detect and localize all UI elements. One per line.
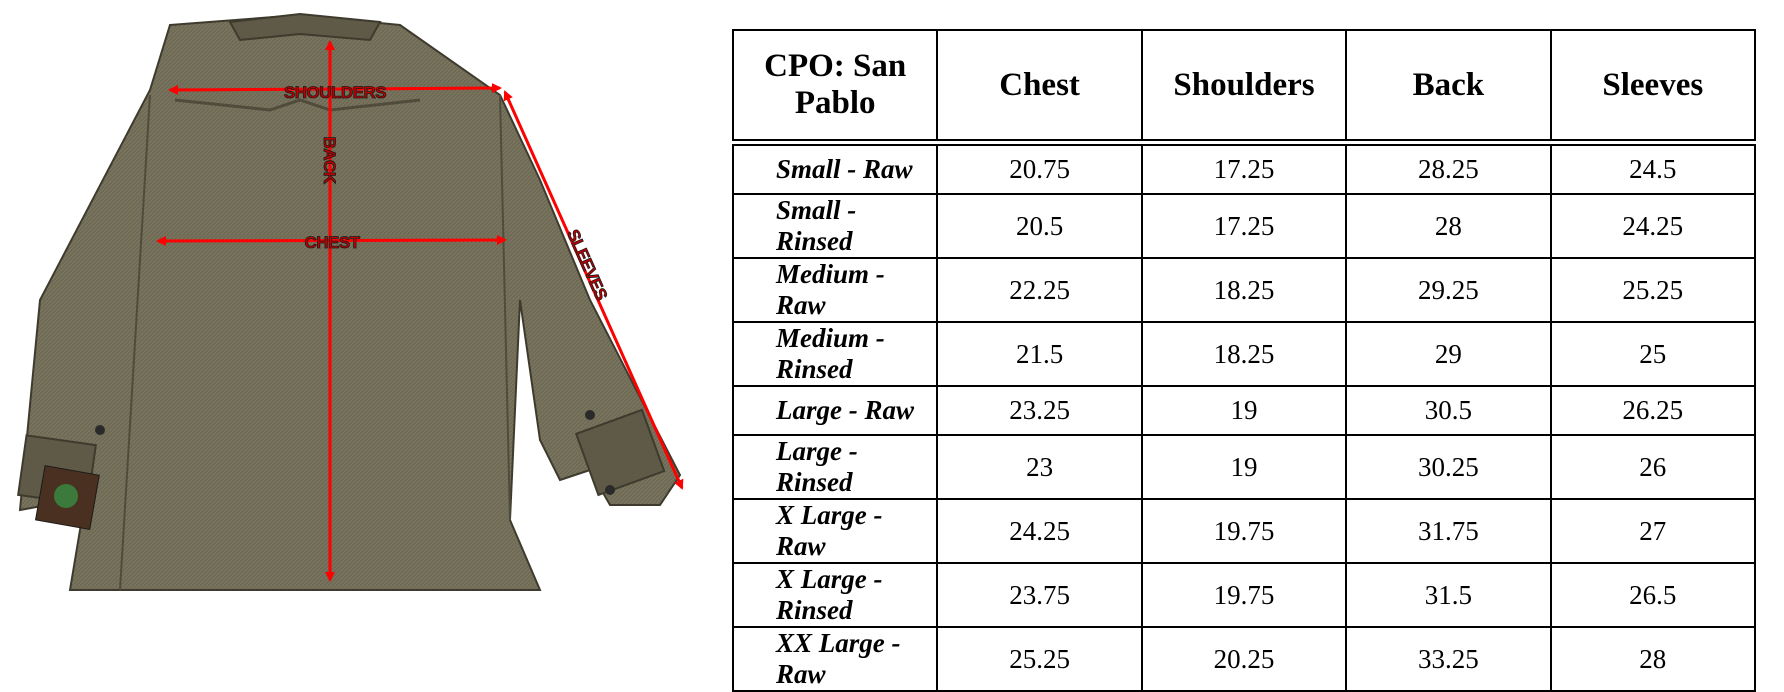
column-header-shoulders: Shoulders xyxy=(1140,29,1348,146)
measurement-cell: 24.25 xyxy=(936,498,1143,564)
measurement-cell: 18.25 xyxy=(1140,321,1348,387)
measurement-cell: 29.25 xyxy=(1345,257,1552,323)
table-row: Medium - Rinsed 21.5 18.25 29 25 xyxy=(731,321,1757,387)
measurement-cell: 31.75 xyxy=(1345,498,1552,564)
size-label: Small - Raw xyxy=(731,141,939,195)
table-header-row: CPO: San Pablo Chest Shoulders Back Slee… xyxy=(731,29,1757,146)
measurement-cell: 19.75 xyxy=(1140,562,1348,628)
measurement-cell: 23.25 xyxy=(936,385,1143,436)
size-label: XX Large - Raw xyxy=(731,626,939,692)
table-title: CPO: San Pablo xyxy=(731,29,939,146)
column-header-sleeves: Sleeves xyxy=(1549,29,1757,146)
measurement-cell: 29 xyxy=(1345,321,1552,387)
size-label: Small - Rinsed xyxy=(731,193,939,259)
size-label: Medium - Raw xyxy=(731,257,939,323)
measurement-cell: 26 xyxy=(1549,434,1757,500)
measurement-cell: 17.25 xyxy=(1140,141,1348,195)
measurement-cell: 25 xyxy=(1549,321,1757,387)
measurement-cell: 20.75 xyxy=(936,141,1143,195)
measurement-cell: 28 xyxy=(1345,193,1552,259)
column-header-back: Back xyxy=(1345,29,1552,146)
back-label: BACK xyxy=(320,136,339,184)
table-row: Medium - Raw 22.25 18.25 29.25 25.25 xyxy=(731,257,1757,323)
table-row: Small - Rinsed 20.5 17.25 28 24.25 xyxy=(731,193,1757,259)
table-row: X Large - Rinsed 23.75 19.75 31.5 26.5 xyxy=(731,562,1757,628)
measurement-cell: 19 xyxy=(1140,434,1348,500)
measurement-cell: 17.25 xyxy=(1140,193,1348,259)
size-label: Medium - Rinsed xyxy=(731,321,939,387)
measurement-cell: 20.25 xyxy=(1140,626,1348,692)
measurement-cell: 33.25 xyxy=(1345,626,1552,692)
measurement-cell: 24.25 xyxy=(1549,193,1757,259)
chest-label: CHEST xyxy=(304,233,360,252)
column-header-chest: Chest xyxy=(936,29,1143,146)
table-row: XX Large - Raw 25.25 20.25 33.25 28 xyxy=(731,626,1757,692)
measurement-cell: 23 xyxy=(936,434,1143,500)
measurement-cell: 28.25 xyxy=(1345,141,1552,195)
measurement-cell: 21.5 xyxy=(936,321,1143,387)
measurement-cell: 20.5 xyxy=(936,193,1143,259)
shirt-collar xyxy=(228,12,382,42)
measurement-cell: 24.5 xyxy=(1549,141,1757,195)
measurement-cell: 27 xyxy=(1549,498,1757,564)
measurement-cell: 26.25 xyxy=(1549,385,1757,436)
measurement-cell: 30.5 xyxy=(1345,385,1552,436)
table-row: Large - Rinsed 23 19 30.25 26 xyxy=(731,434,1757,500)
measurement-cell: 19 xyxy=(1140,385,1348,436)
size-label: Large - Raw xyxy=(731,385,939,436)
shirt-back-photo: SHOULDERS BACK CHEST SLEEVES xyxy=(17,12,684,591)
measurement-cell: 18.25 xyxy=(1140,257,1348,323)
table-row: X Large - Raw 24.25 19.75 31.75 27 xyxy=(731,498,1757,564)
measurement-cell: 23.75 xyxy=(936,562,1143,628)
chest-arrow xyxy=(156,235,507,246)
measurement-cell: 22.25 xyxy=(936,257,1143,323)
measurement-cell: 30.25 xyxy=(1345,434,1552,500)
measurement-cell: 19.75 xyxy=(1140,498,1348,564)
table-row: Small - Raw 20.75 17.25 28.25 24.5 xyxy=(731,141,1757,195)
size-label: Large - Rinsed xyxy=(731,434,939,500)
size-chart-table: CPO: San Pablo Chest Shoulders Back Slee… xyxy=(731,29,1757,692)
size-label: X Large - Raw xyxy=(731,498,939,564)
shoulders-label: SHOULDERS xyxy=(284,83,386,102)
size-label: X Large - Rinsed xyxy=(731,562,939,628)
measurement-cell: 25.25 xyxy=(936,626,1143,692)
shirt-yoke xyxy=(174,98,421,112)
measurement-cell: 25.25 xyxy=(1549,257,1757,323)
measurement-cell: 31.5 xyxy=(1345,562,1552,628)
sleeves-arrow xyxy=(503,90,684,490)
measurement-cell: 28 xyxy=(1549,626,1757,692)
table-row: Large - Raw 23.25 19 30.5 26.25 xyxy=(731,385,1757,436)
measurement-cell: 26.5 xyxy=(1549,562,1757,628)
shoulders-arrow xyxy=(168,83,502,95)
